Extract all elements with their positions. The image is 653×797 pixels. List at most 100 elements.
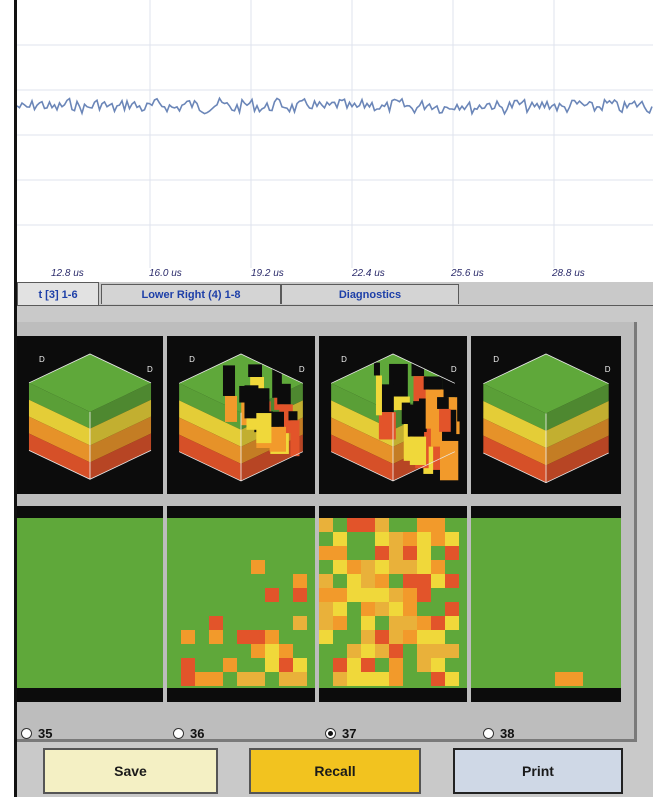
channel-label: 38	[500, 726, 515, 741]
cube-defect	[439, 440, 459, 481]
heatmap-cell	[319, 616, 333, 630]
time-axis: 12.8 us 16.0 us 19.2 us 22.4 us 25.6 us …	[17, 268, 653, 282]
waveform-trace	[17, 96, 653, 116]
tab-diagnostics[interactable]: Diagnostics	[281, 284, 459, 304]
tab-divider	[17, 305, 653, 306]
cube-edge	[178, 353, 304, 384]
heatmap-cell	[265, 658, 279, 672]
heatmap-cell	[431, 630, 445, 644]
heatmap-cell	[555, 672, 569, 686]
cube-band	[331, 383, 393, 430]
cube-axis-label: D	[451, 365, 457, 374]
heatmap-cell	[431, 658, 445, 672]
save-button[interactable]: Save	[43, 748, 218, 794]
heatmap-cell	[333, 602, 347, 616]
heatmap-cell	[361, 672, 375, 686]
heatmap-cell	[417, 644, 431, 658]
cube-edge	[178, 451, 304, 482]
channel-radio-38[interactable]: 38	[483, 726, 514, 741]
heatmap-cell	[347, 658, 361, 672]
cube-band	[546, 418, 609, 466]
heatmap-cell	[361, 602, 375, 616]
heatmap-38[interactable]	[471, 506, 621, 702]
cube-defect	[439, 408, 451, 432]
time-tick: 22.4 us	[352, 268, 385, 279]
heatmap-cell	[417, 560, 431, 574]
heatmap-36[interactable]	[167, 506, 315, 702]
channel-label: 37	[342, 726, 357, 741]
cube-void	[401, 402, 411, 425]
heatmap-37[interactable]	[319, 506, 467, 702]
heatmap-cell	[319, 574, 333, 588]
cube-band	[28, 399, 90, 446]
heatmap-cell	[403, 588, 417, 602]
heatmap-cell	[417, 518, 431, 532]
cube-defect	[378, 412, 396, 440]
cube-defect	[290, 420, 300, 457]
heatmap-35[interactable]	[17, 506, 163, 702]
heatmap-cell	[209, 630, 223, 644]
heatmap-cell	[333, 560, 347, 574]
cube-void	[272, 367, 282, 398]
heatmap-cell	[375, 644, 389, 658]
heatmap-cell	[375, 560, 389, 574]
radio-button[interactable]	[21, 728, 32, 739]
cube-band	[331, 417, 393, 464]
heatmap-cell	[293, 672, 307, 686]
heatmap-cell	[347, 560, 361, 574]
heatmap-cell	[195, 672, 209, 686]
recall-button[interactable]: Recall	[249, 748, 421, 794]
channel-radio-37[interactable]: 37	[325, 726, 356, 741]
heatmap-cell	[293, 588, 307, 602]
heatmap-cell	[389, 616, 403, 630]
heatmap-cell	[389, 588, 403, 602]
cube-band	[90, 416, 152, 463]
heatmap-cell	[375, 602, 389, 616]
heatmap-cell	[403, 546, 417, 560]
time-tick: 16.0 us	[149, 268, 182, 279]
heatmap-cell	[209, 672, 223, 686]
radio-button[interactable]	[173, 728, 184, 739]
heatmap-cell	[431, 616, 445, 630]
cube-defect	[256, 413, 272, 444]
heatmap-cell	[361, 644, 375, 658]
heatmap-cell	[333, 546, 347, 560]
heatmap-cell	[431, 574, 445, 588]
heatmap-cell	[431, 644, 445, 658]
heatmap-cell	[265, 588, 279, 602]
heatmap-cell	[347, 588, 361, 602]
tab-region-3[interactable]: t [3] 1-6	[17, 282, 99, 306]
heatmap-cell	[251, 644, 265, 658]
cube-defect	[224, 395, 238, 422]
heatmap-cell	[445, 616, 459, 630]
heatmap-cell	[375, 574, 389, 588]
heatmap-cell	[445, 574, 459, 588]
heatmap-cell	[403, 532, 417, 546]
waveform-plot	[17, 0, 653, 268]
tab-lower-right[interactable]: Lower Right (4) 1-8	[101, 284, 281, 304]
radio-button[interactable]	[483, 728, 494, 739]
heatmap-cell	[417, 546, 431, 560]
channel-label: 35	[38, 726, 53, 741]
radio-button-selected[interactable]	[325, 728, 336, 739]
cube-void	[407, 404, 425, 437]
cube-void	[288, 411, 298, 421]
left-margin	[0, 0, 14, 797]
heatmap-cell	[417, 532, 431, 546]
cube-defect	[403, 424, 413, 461]
heatmap-chart	[471, 518, 621, 688]
heatmap-cell	[375, 588, 389, 602]
channel-radio-36[interactable]: 36	[173, 726, 204, 741]
channel-radio-35[interactable]: 35	[21, 726, 52, 741]
print-button[interactable]: Print	[453, 748, 623, 794]
heatmap-cell	[361, 560, 375, 574]
heatmap-cell	[181, 672, 195, 686]
heatmap-cell	[319, 630, 333, 644]
heatmap-cell	[389, 532, 403, 546]
channel-label: 36	[190, 726, 205, 741]
